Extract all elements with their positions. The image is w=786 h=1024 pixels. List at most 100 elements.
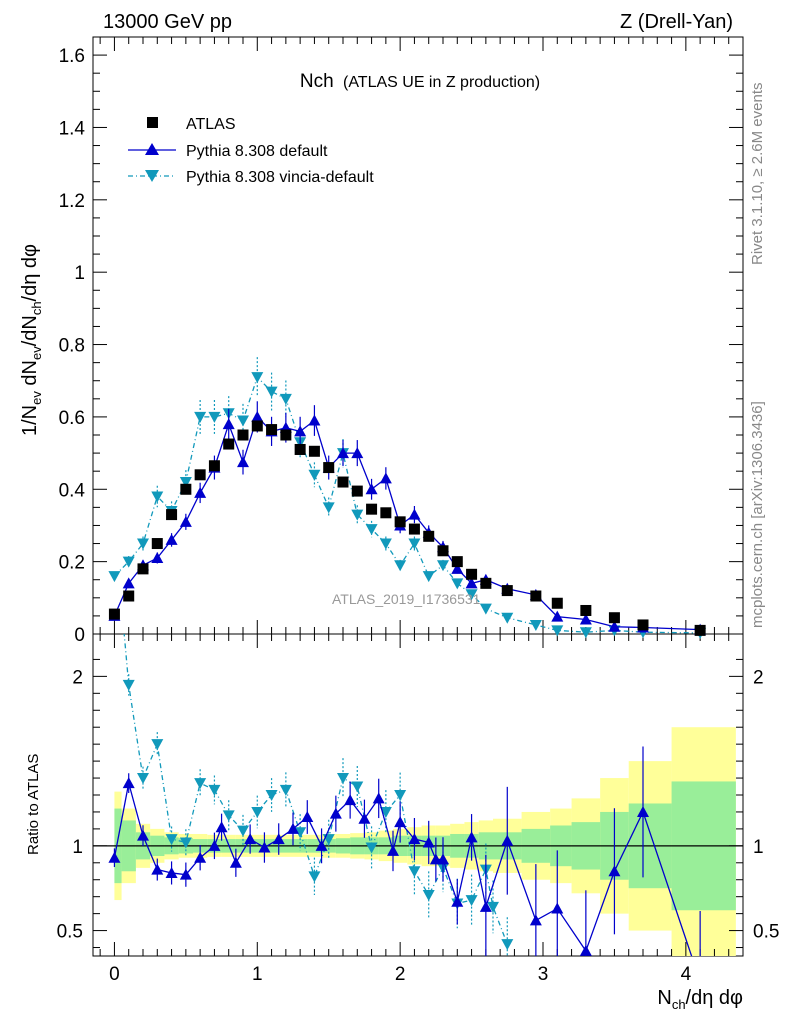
- legend-vincia-label: Pythia 8.308 vincia-default: [186, 169, 374, 186]
- default-top-point: [351, 447, 364, 459]
- vincia-top-point: [279, 393, 292, 405]
- vincia-top-point: [479, 603, 492, 615]
- y-tick-label-bottom: 1: [72, 837, 83, 858]
- analysis-watermark: ATLAS_2019_I1736531: [332, 591, 481, 607]
- default-top-point: [465, 577, 478, 589]
- vincia-ratio-point: [337, 773, 349, 785]
- atlas-data-point: [308, 445, 320, 457]
- atlas-data-point: [237, 429, 249, 441]
- vincia-ratio-point: [108, 519, 120, 530]
- plot-title-sub: (ATLAS UE in Z production): [343, 74, 540, 91]
- atlas-data-point: [251, 420, 263, 432]
- default-ratio-point: [315, 839, 328, 851]
- vincia-ratio-point: [194, 778, 207, 790]
- atlas-data-point: [123, 590, 135, 602]
- vincia-top-point: [351, 509, 364, 521]
- default-ratio-point: [208, 839, 221, 851]
- vincia-top-point: [122, 556, 135, 568]
- default-ratio-point: [244, 833, 257, 845]
- default-top-point: [294, 425, 307, 437]
- vincia-ratio-point: [487, 901, 499, 913]
- default-ratio-point: [694, 975, 706, 986]
- atlas-data-point: [608, 612, 620, 624]
- default-ratio-point: [301, 811, 314, 823]
- vincia-top-point: [194, 411, 207, 423]
- x-tick-label: 3: [538, 964, 549, 985]
- default-ratio-point: [215, 821, 228, 833]
- vincia-ratio-point: [422, 889, 435, 901]
- vincia-top-point: [408, 538, 421, 550]
- vincia-top-point: [394, 560, 407, 572]
- atlas-data-point: [451, 556, 463, 568]
- vincia-ratio-point: [294, 827, 307, 839]
- atlas-data-point: [423, 530, 435, 542]
- legend-atlas-marker: [147, 117, 158, 128]
- vincia-top-point: [251, 372, 264, 384]
- y-tick-label-bottom-right: 1: [753, 837, 764, 858]
- atlas-data-point: [294, 443, 306, 455]
- default-ratio-point: [579, 944, 592, 956]
- series-bottom-panel: [108, 519, 706, 986]
- vincia-top-point: [108, 571, 121, 583]
- default-ratio-point: [387, 844, 399, 856]
- vincia-ratio-point: [137, 773, 149, 785]
- default-ratio-point: [179, 868, 192, 880]
- vincia-top-point: [137, 538, 149, 550]
- default-ratio-point: [229, 856, 242, 868]
- default-ratio-point: [272, 833, 285, 845]
- x-tick-label: 2: [395, 964, 406, 985]
- y-axis-label-top: 1/Nev dNev/dNch/dη dφ: [19, 244, 44, 436]
- vincia-top-point: [465, 589, 478, 601]
- x-axis-label: Nch/dη dφ: [657, 987, 743, 1012]
- default-ratio-point: [151, 863, 164, 875]
- vincia-ratio-line: [123, 634, 508, 945]
- rivet-label: Rivet 3.1.10, ≥ 2.6M events: [749, 83, 766, 266]
- y-tick-label-bottom: 2: [72, 667, 83, 688]
- y-tick-label-top: 0: [74, 625, 85, 646]
- y-tick-label-bottom-right: 2: [753, 667, 764, 688]
- vincia-top-point: [551, 625, 564, 637]
- y-tick-label-top: 0.4: [59, 480, 86, 501]
- vincia-ratio-point: [365, 842, 378, 854]
- vincia-ratio-point: [394, 790, 407, 801]
- default-ratio-point: [451, 895, 464, 907]
- header-right-label: Z (Drell-Yan): [620, 11, 733, 33]
- vincia-top-point: [265, 386, 278, 398]
- default-top-point: [408, 508, 421, 520]
- plot-title: Nch (ATLAS UE in Z production): [300, 71, 540, 92]
- vincia-top-point: [208, 411, 221, 423]
- vincia-ratio-point: [351, 781, 364, 793]
- default-top-point: [451, 562, 464, 574]
- default-ratio-point: [465, 831, 478, 843]
- y-tick-label-top: 1.2: [59, 191, 85, 212]
- vincia-top-point: [151, 491, 164, 503]
- y-tick-label-bottom: 0.5: [57, 922, 83, 943]
- y-tick-label-bottom-right: 0.5: [753, 922, 779, 943]
- default-ratio-point: [108, 851, 121, 863]
- default-ratio-point: [287, 822, 299, 834]
- default-ratio-point: [137, 829, 149, 841]
- vincia-top-point: [529, 619, 542, 631]
- vincia-top-point: [379, 538, 392, 550]
- vincia-ratio-point: [265, 790, 278, 801]
- default-ratio-point: [637, 805, 649, 817]
- x-tick-label: 4: [681, 964, 692, 985]
- uncertainty-bands: [93, 727, 743, 956]
- default-ratio-point: [372, 792, 385, 804]
- mcplots-label: mcplots.cern.ch [arXiv:1306.3436]: [749, 401, 766, 628]
- default-ratio-point: [422, 836, 435, 848]
- plot-title-main: Nch: [300, 71, 334, 92]
- legend-default-marker: [145, 143, 159, 155]
- axis-ticks: 0 1 2 3 4 0 0.2 0.4 0.6 0.8 1 1.2 1.4 1.6 0.5 0.5 1 1 2 2: [57, 37, 779, 985]
- vincia-ratio-point: [465, 895, 478, 907]
- default-ratio-point: [344, 794, 357, 806]
- vincia-top-point: [422, 571, 435, 583]
- atlas-data-point: [637, 619, 649, 631]
- vincia-ratio-point: [501, 939, 514, 951]
- y-tick-label-top: 0.8: [59, 336, 85, 357]
- default-ratio-point: [165, 866, 178, 878]
- atlas-data-point: [194, 469, 206, 481]
- default-top-point: [237, 456, 249, 468]
- atlas-data-point: [208, 460, 220, 472]
- default-top-point: [365, 483, 378, 495]
